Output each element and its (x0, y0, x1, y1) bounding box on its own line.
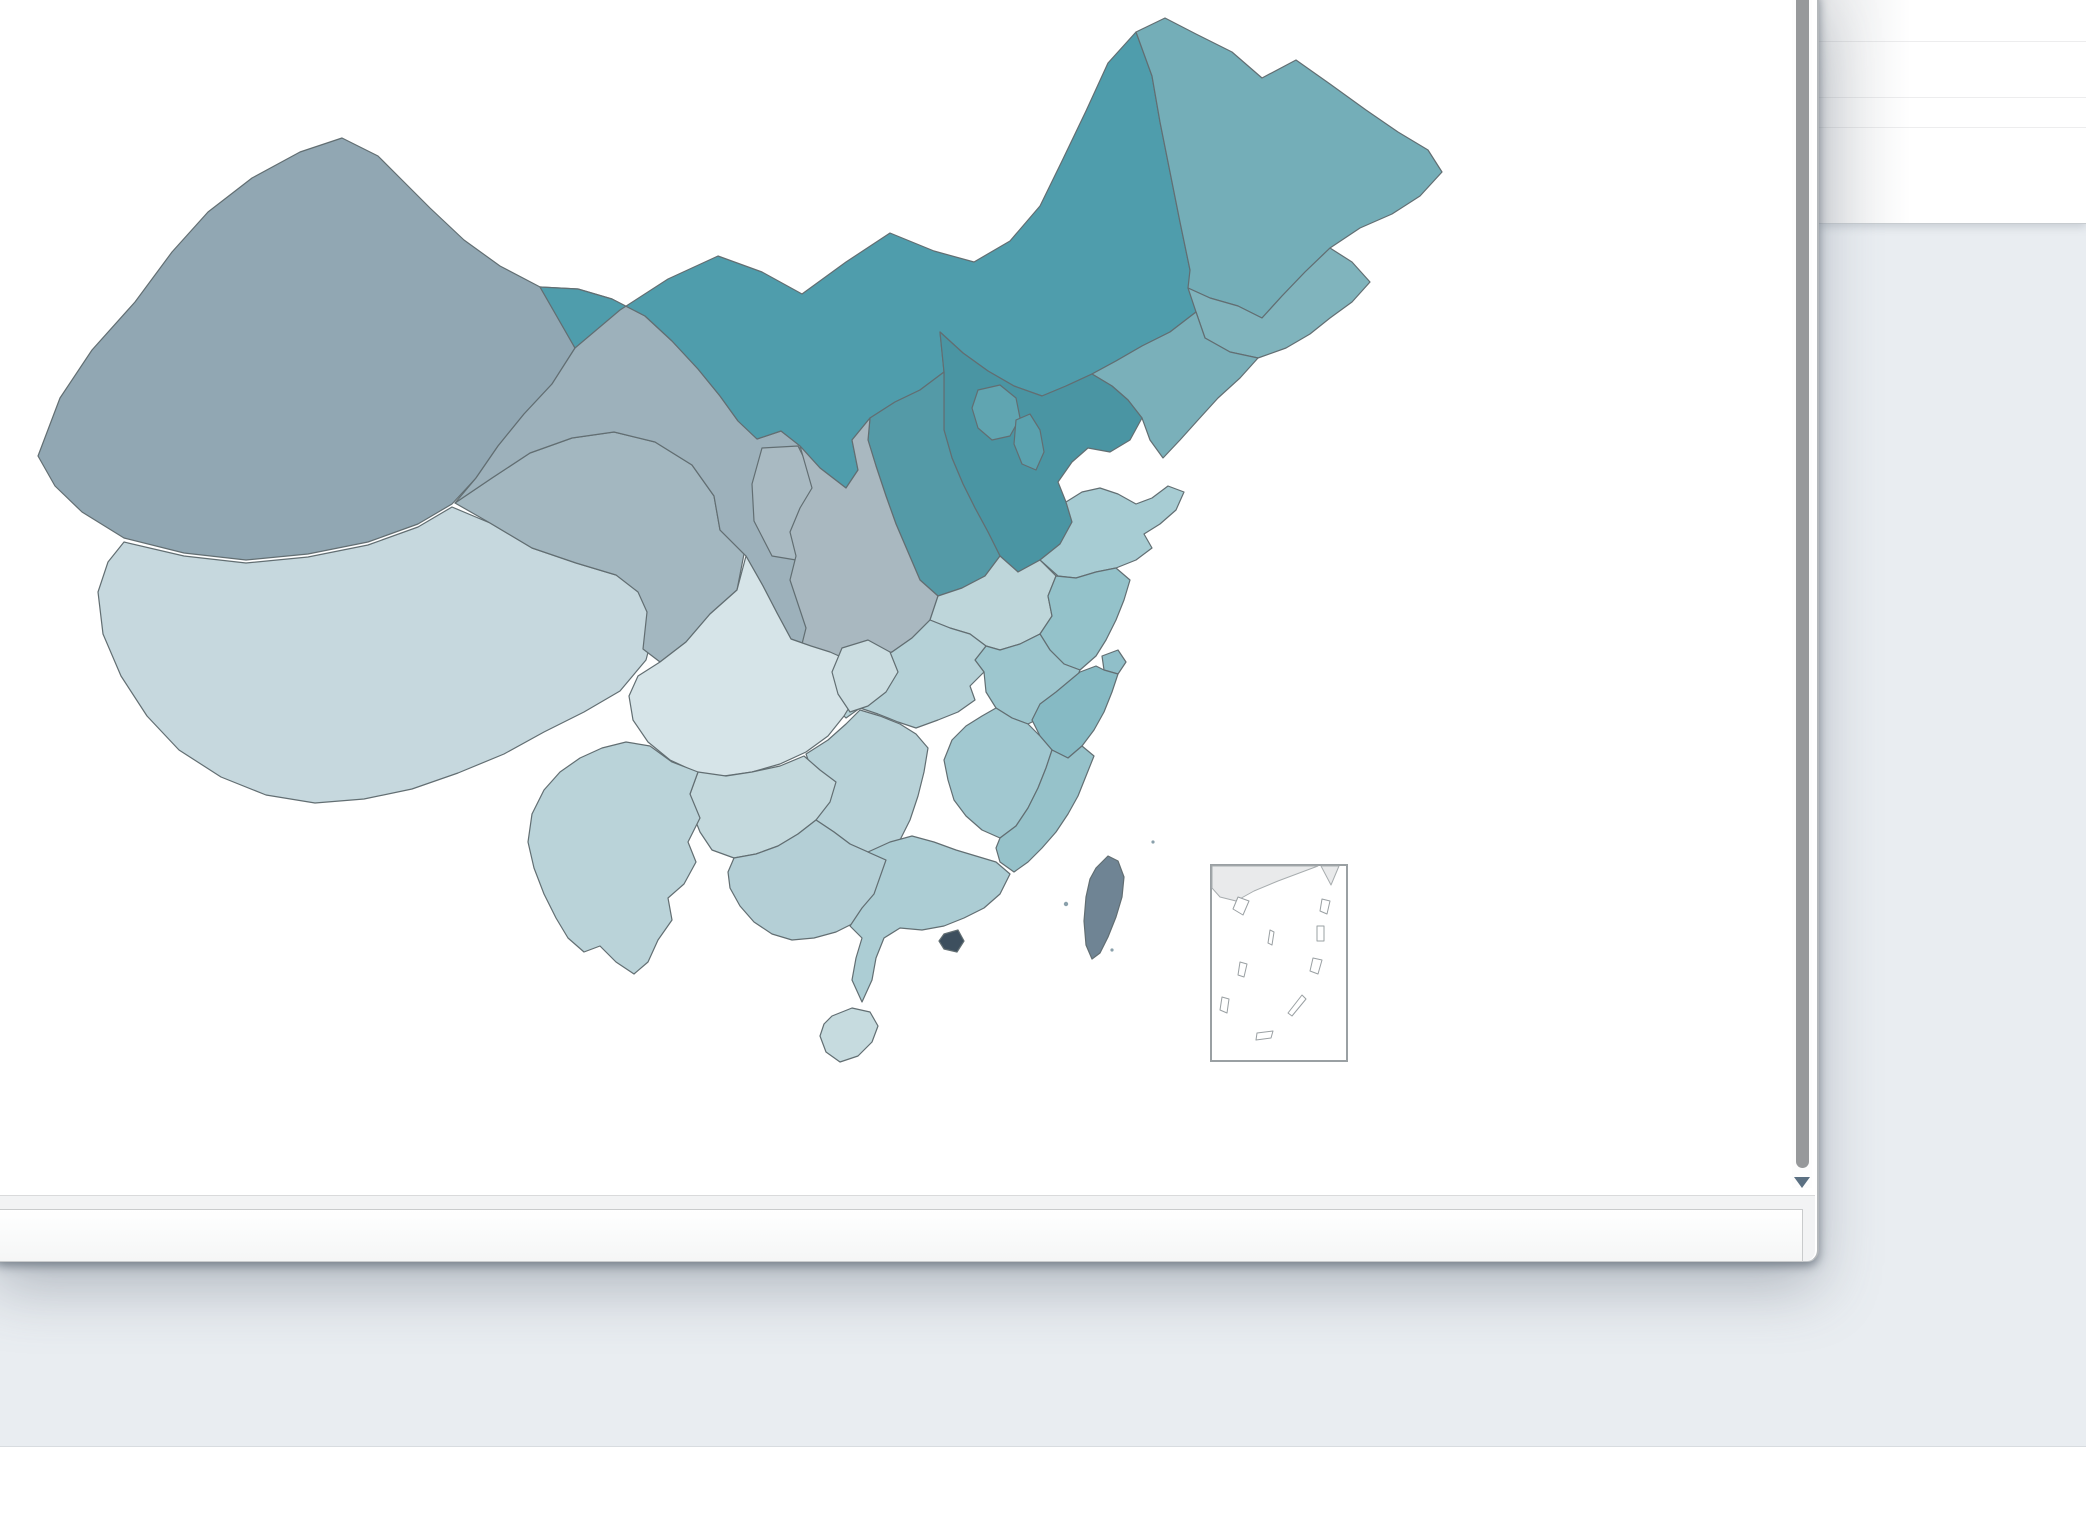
inset-island (1232, 896, 1250, 916)
chevron-down-icon (1794, 1177, 1810, 1188)
province-xizang[interactable] (97, 506, 657, 804)
background-window-row[interactable] (1819, 127, 2086, 223)
map-window (0, 0, 1819, 1262)
province-hainan[interactable] (819, 1007, 879, 1063)
background-window-row[interactable] (1819, 41, 2086, 97)
province-beijing[interactable] (971, 384, 1021, 441)
province-heilongjiang[interactable] (1135, 17, 1443, 319)
background-window-row[interactable] (1819, 97, 2086, 127)
inset-island (1287, 994, 1307, 1017)
province-guangdong[interactable] (849, 835, 1011, 1003)
island-dot (1110, 948, 1114, 952)
map-canvas (37, 17, 1443, 1063)
island-dot (1063, 901, 1069, 907)
province-yunnan[interactable] (527, 741, 701, 975)
province-fujian[interactable] (995, 745, 1095, 873)
inset-island (1309, 957, 1323, 975)
scroll-down-button[interactable] (1792, 1176, 1812, 1194)
inset-island (1219, 996, 1230, 1014)
inset-island (1319, 898, 1331, 915)
background-window[interactable] (1819, 0, 2086, 224)
island-dot (1151, 840, 1155, 844)
province-chongqing[interactable] (831, 639, 899, 713)
inset-island (1255, 1030, 1274, 1041)
inset-land (1211, 865, 1319, 902)
vertical-scrollbar-thumb[interactable] (1796, 0, 1809, 1168)
horizontal-scrollbar-track[interactable] (0, 1209, 1803, 1262)
inset-land (1320, 865, 1340, 886)
province-liaoning[interactable] (1091, 311, 1259, 459)
province-tianjin[interactable] (1013, 413, 1045, 471)
inset-island (1316, 925, 1325, 942)
inset-island (1267, 929, 1275, 946)
bottom-window-strip (0, 1446, 2086, 1518)
horizontal-scrollbar (0, 1195, 1815, 1262)
vertical-scrollbar-track[interactable] (1792, 0, 1812, 1188)
province-jiangsu[interactable] (1039, 567, 1131, 671)
province-shanghai[interactable] (1101, 649, 1127, 675)
inset-island (1237, 961, 1248, 978)
background-window-row[interactable] (1819, 0, 2086, 41)
china-map (37, 17, 1443, 1063)
province-taiwan[interactable] (1083, 855, 1125, 960)
province-hong-kong[interactable] (938, 929, 965, 953)
